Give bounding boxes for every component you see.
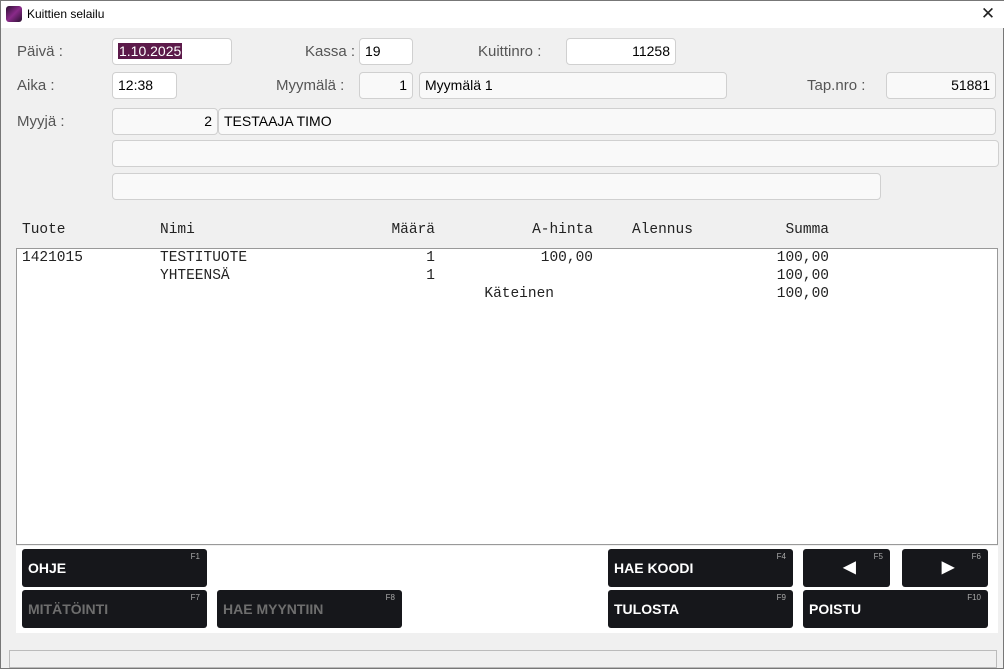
poistu-button[interactable]: POISTU F10 [803,590,988,628]
tapnro-label: Tap.nro : [807,77,866,94]
key-hint: F9 [776,593,786,602]
cell-payment: Käteinen [484,286,554,302]
table-row[interactable]: YHTEENSÄ 1 100,00 [17,268,997,286]
table-row[interactable]: 1421015 TESTITUOTE 1 100,00 100,00 [17,250,997,268]
extra-field-2[interactable] [112,173,881,200]
next-button[interactable]: ▶ F6 [902,549,988,587]
hae-koodi-button[interactable]: HAE KOODI F4 [608,549,793,587]
cell-maara: 1 [426,250,435,266]
receipt-table[interactable] [16,248,998,545]
ohje-button[interactable]: OHJE F1 [22,549,207,587]
myymala-name-field: Myymälä 1 [419,72,727,99]
myyja-number-field[interactable]: 2 [112,108,218,135]
ohje-label: OHJE [28,560,67,576]
header-nimi: Nimi [160,222,195,238]
cell-maara: 1 [426,268,435,284]
cell-summa: 100,00 [776,250,829,266]
tapnro-field[interactable]: 51881 [886,72,996,99]
cell-summa: 100,00 [776,286,829,302]
extra-field-1[interactable] [112,140,999,167]
cell-tuote: 1421015 [22,250,83,266]
key-hint: F6 [971,552,981,561]
key-hint: F7 [190,593,200,602]
window-title: Kuittien selailu [27,7,105,21]
cell-nimi: TESTITUOTE [160,250,248,266]
aika-field[interactable]: 12:38 [112,72,177,99]
mitatointi-label: MITÄTÖINTI [28,601,109,617]
myymala-label: Myymälä : [276,77,345,94]
poistu-label: POISTU [809,601,862,617]
hae-koodi-label: HAE KOODI [614,560,694,576]
key-hint: F10 [967,593,981,602]
mitatointi-button[interactable]: MITÄTÖINTI F7 [22,590,207,628]
header-maara: Määrä [391,222,435,238]
key-hint: F5 [873,552,883,561]
cell-ahinta: 100,00 [540,250,593,266]
kuittinro-field[interactable]: 11258 [566,38,676,65]
close-button[interactable]: ✕ [980,4,996,23]
tulosta-button[interactable]: TULOSTA F9 [608,590,793,628]
hae-myyntiin-label: HAE MYYNTIIN [223,601,324,617]
header-tuote: Tuote [22,222,66,238]
status-bar [9,650,997,668]
cell-summa: 100,00 [776,268,829,284]
myymala-number-field[interactable]: 1 [359,72,413,99]
tulosta-label: TULOSTA [614,601,680,617]
cell-nimi: YHTEENSÄ [160,268,230,284]
kuittinro-label: Kuittinro : [478,43,542,60]
app-icon [6,6,22,22]
chevron-left-icon: ◀ [843,559,856,576]
previous-button[interactable]: ◀ F5 [803,549,890,587]
key-hint: F8 [385,593,395,602]
header-alennus: Alennus [632,222,693,238]
title-bar [1,1,1004,28]
paiva-value: 1.10.2025 [118,43,183,59]
paiva-field[interactable]: 1.10.2025 [112,38,232,65]
myyja-label: Myyjä : [17,113,65,130]
aika-label: Aika : [17,77,55,94]
chevron-right-icon: ▶ [941,559,955,576]
myyja-name-field: TESTAAJA TIMO [218,108,996,135]
kassa-label: Kassa : [305,43,356,60]
header-ahinta: A-hinta [532,222,593,238]
paiva-label: Päivä : [17,43,63,60]
key-hint: F1 [190,552,200,561]
table-row[interactable]: Käteinen 100,00 [17,286,997,304]
key-hint: F4 [776,552,786,561]
kassa-field[interactable]: 19 [359,38,413,65]
header-summa: Summa [785,222,829,238]
hae-myyntiin-button[interactable]: HAE MYYNTIIN F8 [217,590,402,628]
